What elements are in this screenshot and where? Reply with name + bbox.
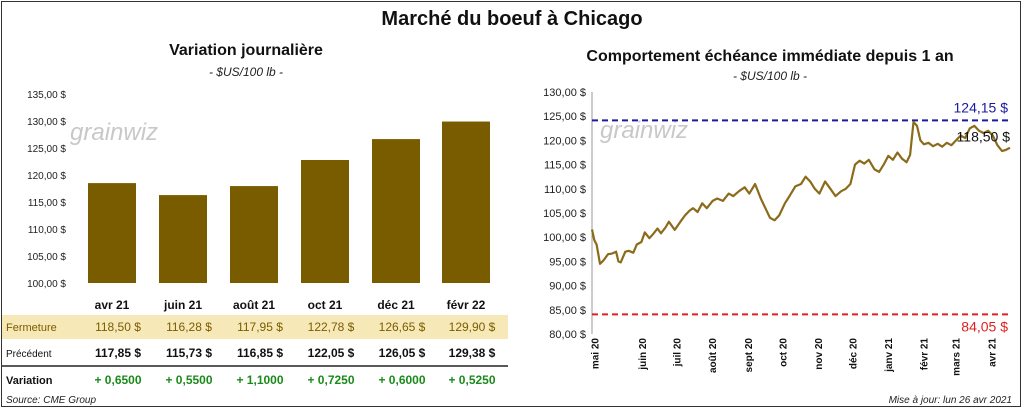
table-cell: + 0,5500 xyxy=(165,373,212,387)
bar xyxy=(230,186,278,283)
update-note: Mise à jour: lun 26 avr 2021 xyxy=(888,395,1012,406)
watermark-logo: grainwiz xyxy=(600,117,688,144)
line-x-tick-label: mars 21 xyxy=(952,338,963,376)
line-y-tick-label: 80,00 $ xyxy=(549,329,586,341)
line-y-tick-label: 85,00 $ xyxy=(549,305,586,317)
bar-category-label: oct 21 xyxy=(308,298,343,312)
line-y-tick-label: 130,00 $ xyxy=(543,87,586,99)
bar-y-tick-label: 100,00 $ xyxy=(27,279,66,290)
line-y-tick-label: 115,00 $ xyxy=(544,160,586,172)
page-title: Marché du boeuf à Chicago xyxy=(381,8,643,30)
table-cell: 115,73 $ xyxy=(166,346,212,360)
table-cell: 129,90 $ xyxy=(449,320,496,334)
bar-category-label: août 21 xyxy=(233,298,275,312)
line-chart-title: Comportement échéance immédiate depuis 1… xyxy=(586,48,954,65)
table-row-label: Variation xyxy=(6,375,53,387)
line-y-tick-label: 110,00 $ xyxy=(544,184,586,196)
table-cell: 126,65 $ xyxy=(379,320,426,334)
line-x-tick-label: juin 20 xyxy=(638,338,649,371)
table-cell: + 0,7250 xyxy=(307,373,354,387)
line-y-tick-label: 105,00 $ xyxy=(543,208,586,220)
bar-y-tick-label: 130,00 $ xyxy=(27,117,66,128)
source-note: Source: CME Group xyxy=(6,395,97,406)
max-line-label: 124,15 $ xyxy=(954,99,1009,115)
line-x-tick-label: janv 21 xyxy=(884,338,895,373)
bar xyxy=(301,159,349,283)
table-cell: + 0,5250 xyxy=(448,373,495,387)
bar-category-label: juin 21 xyxy=(163,298,202,312)
table-cell: 117,85 $ xyxy=(95,346,141,360)
line-x-tick-label: avr 21 xyxy=(987,338,998,367)
bar-y-tick-label: 135,00 $ xyxy=(27,90,66,101)
line-x-tick-label: sept 20 xyxy=(744,338,755,373)
watermark-logo: grainwiz xyxy=(70,119,158,146)
close-row-highlight xyxy=(2,315,508,339)
min-line-label: 84,05 $ xyxy=(961,318,1008,334)
bar-chart-subtitle: - $US/100 lb - xyxy=(208,65,284,79)
table-row-label: Fermeture xyxy=(6,322,57,334)
line-y-tick-label: 125,00 $ xyxy=(543,111,586,123)
line-x-tick-label: oct 20 xyxy=(778,338,789,367)
bar-y-tick-label: 115,00 $ xyxy=(28,198,67,209)
line-x-tick-label: juil 20 xyxy=(673,338,684,368)
table-cell: 126,05 $ xyxy=(379,346,426,360)
table-cell: + 0,6000 xyxy=(378,373,425,387)
line-y-tick-label: 100,00 $ xyxy=(543,232,586,244)
line-chart: 80,00 $ 85,00 $ 90,00 $ 95,00 $ 100,00 $ 105,… xyxy=(543,87,1011,376)
table-cell: 122,78 $ xyxy=(308,320,355,334)
bar-chart: 100,00 $ 105,00 $ 110,00 $ 115,00 $ 120,00 $… xyxy=(2,90,508,387)
line-x-tick-label: mai 20 xyxy=(591,338,602,370)
bar-category-label: avr 21 xyxy=(95,298,130,312)
line-x-tick-label: déc 20 xyxy=(848,338,859,370)
last-price-label: 118,50 $ xyxy=(957,129,1011,145)
line-y-tick-label: 120,00 $ xyxy=(543,135,586,147)
table-cell: 122,05 $ xyxy=(308,346,355,360)
table-row-label: Précédent xyxy=(6,349,52,360)
table-cell: 116,28 $ xyxy=(166,320,212,334)
bar xyxy=(159,195,207,283)
line-x-tick-label: août 20 xyxy=(708,338,719,373)
line-y-tick-label: 90,00 $ xyxy=(549,281,586,293)
bar-chart-title: Variation journalière xyxy=(169,42,323,59)
bar xyxy=(442,121,490,283)
table-cell: 117,95 $ xyxy=(237,320,283,334)
bar-y-tick-label: 125,00 $ xyxy=(27,144,66,155)
table-cell: 116,85 $ xyxy=(237,346,283,360)
line-y-tick-label: 95,00 $ xyxy=(549,256,586,268)
price-series-line xyxy=(590,120,1011,265)
bar-category-label: déc 21 xyxy=(377,298,415,312)
bar xyxy=(88,183,136,283)
bar-y-tick-label: 110,00 $ xyxy=(28,225,67,236)
line-x-tick-label: févr 21 xyxy=(920,338,931,371)
bar-y-tick-label: 120,00 $ xyxy=(27,171,66,182)
bar xyxy=(372,139,420,283)
line-x-tick-label: nov 20 xyxy=(814,338,825,370)
line-chart-subtitle: - $US/100 lb - xyxy=(732,69,808,83)
bar-y-tick-label: 105,00 $ xyxy=(27,252,66,263)
table-cell: 129,38 $ xyxy=(449,346,496,360)
bar-category-label: févr 22 xyxy=(447,298,486,312)
table-cell: 118,50 $ xyxy=(95,320,141,334)
table-cell: + 1,1000 xyxy=(236,373,283,387)
table-cell: + 0,6500 xyxy=(94,373,141,387)
